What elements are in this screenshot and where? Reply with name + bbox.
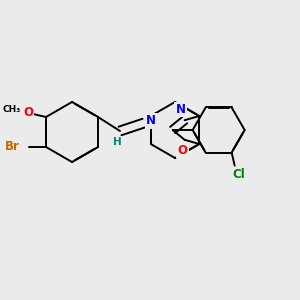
Text: Cl: Cl — [232, 168, 245, 181]
Text: N: N — [146, 115, 156, 128]
Text: O: O — [178, 144, 188, 157]
Text: CH₃: CH₃ — [3, 106, 21, 115]
Text: Br: Br — [5, 140, 20, 154]
Text: N: N — [176, 103, 186, 116]
Text: O: O — [23, 106, 33, 118]
Text: H: H — [112, 137, 122, 147]
